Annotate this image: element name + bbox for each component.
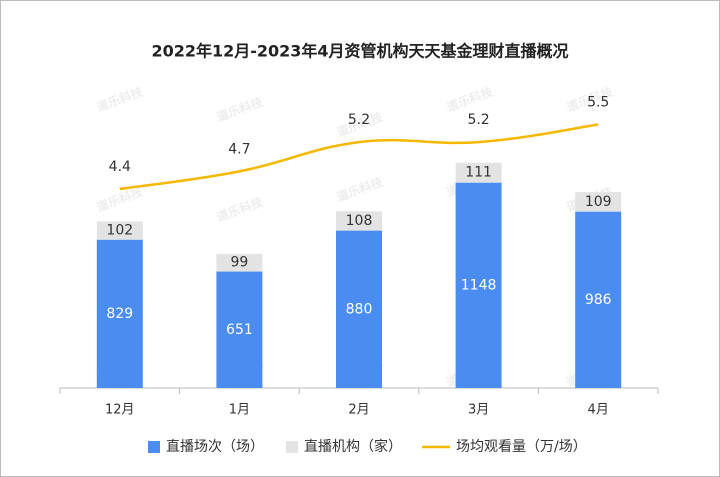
chart-title: 2022年12月-2023年4月资管机构天天基金理财直播概况 [151, 42, 568, 61]
value-label: 102 [106, 223, 133, 239]
value-label: 651 [226, 322, 253, 338]
value-label: 108 [346, 213, 373, 229]
bar [96, 221, 143, 240]
value-label: 4.7 [228, 141, 250, 157]
bar [336, 211, 382, 231]
value-label: 1148 [461, 277, 497, 293]
legend-label: 直播机构（家） [304, 438, 402, 455]
bar [455, 182, 502, 388]
value-label: 5.5 [587, 95, 609, 111]
value-label: 111 [465, 165, 492, 181]
x-tick-label: 3月 [468, 403, 489, 418]
legend-swatch [148, 441, 160, 453]
legend-label: 场均观看量（万/场） [456, 439, 587, 455]
bar [575, 192, 622, 212]
value-label: 109 [585, 194, 612, 210]
legend-swatch [286, 441, 298, 453]
bar [336, 230, 382, 388]
value-label: 4.4 [109, 159, 131, 175]
value-label: 986 [585, 292, 612, 308]
bar [455, 162, 502, 183]
x-tick-label: 1月 [229, 403, 250, 418]
x-tick-label: 12月 [105, 403, 135, 418]
bar [216, 253, 263, 272]
value-label: 880 [346, 301, 373, 317]
x-tick-label: 2月 [348, 403, 369, 418]
bar [216, 271, 263, 388]
value-label: 829 [106, 306, 133, 322]
value-label: 99 [230, 255, 248, 271]
bar [575, 211, 622, 388]
value-label: 5.2 [467, 112, 489, 128]
line [119, 123, 599, 191]
legend-label: 直播场次（场） [166, 438, 264, 455]
x-tick-label: 4月 [588, 403, 609, 418]
value-label: 5.2 [348, 112, 370, 128]
bar [96, 239, 143, 388]
